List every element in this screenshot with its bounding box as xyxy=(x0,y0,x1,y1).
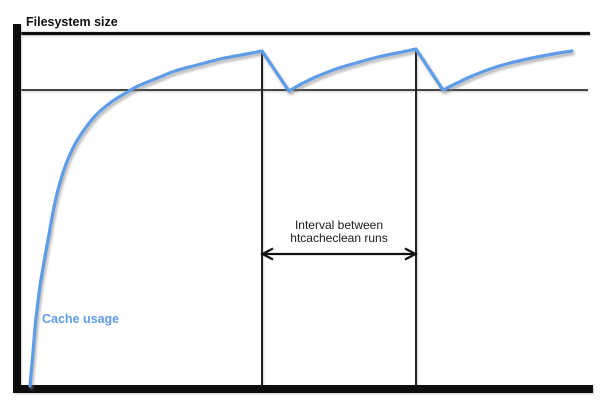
axes xyxy=(13,24,593,393)
y-axis-bar xyxy=(13,24,21,393)
interval-label-line2: htcacheclean runs xyxy=(290,231,388,245)
cache-usage-curve xyxy=(28,47,574,388)
filesystem-size-label: Filesystem size xyxy=(26,15,118,29)
reference-lines xyxy=(21,31,590,385)
interval-arrow xyxy=(260,247,418,261)
arrowhead-left-icon xyxy=(260,247,274,261)
cache-usage-label: Cache usage xyxy=(42,312,120,326)
interval-label-line1: Interval between xyxy=(294,218,384,232)
cache-usage-line xyxy=(28,47,574,388)
interval-label: Interval between htcacheclean runs xyxy=(262,219,416,245)
x-axis-bar xyxy=(13,385,593,393)
arrowhead-right-icon xyxy=(404,247,418,261)
